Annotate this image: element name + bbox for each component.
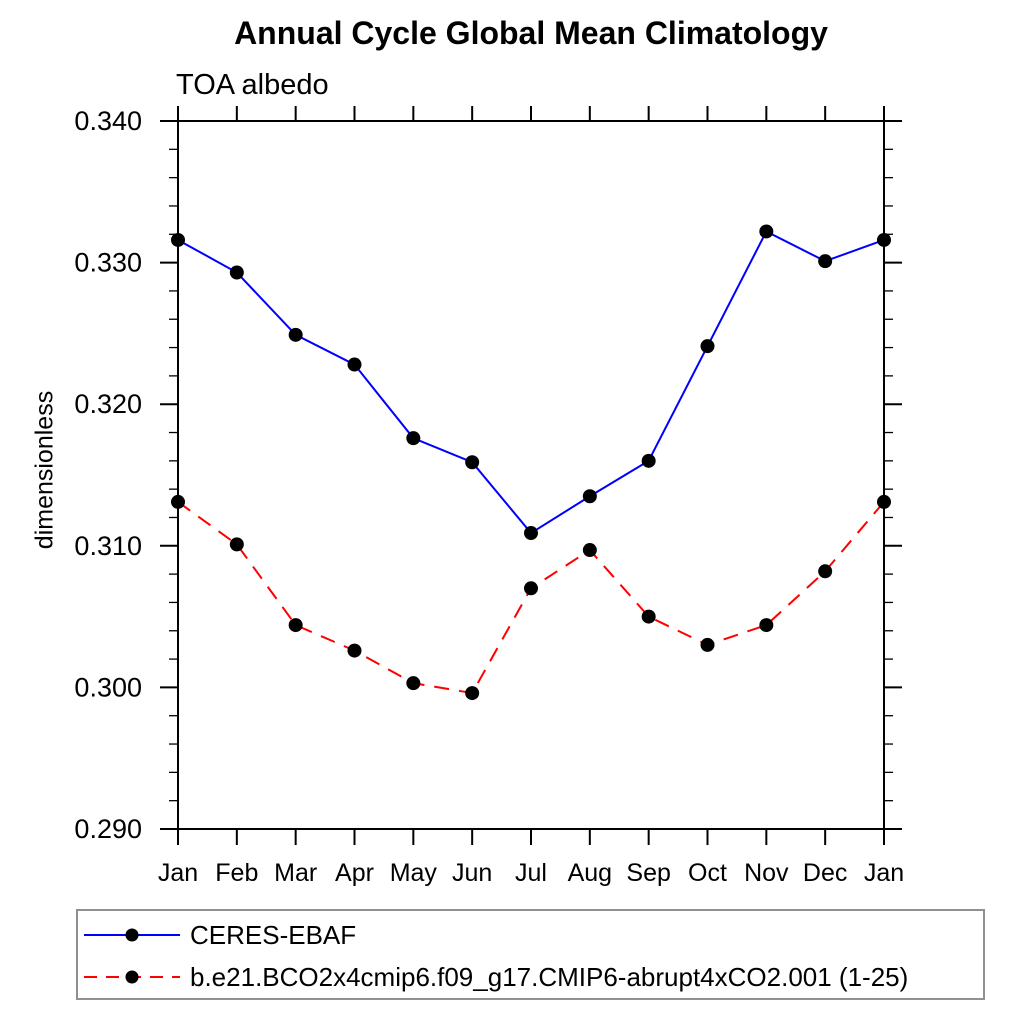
data-point-marker: [465, 686, 480, 701]
x-tick-label: Dec: [803, 859, 847, 887]
legend-marker-icon: [125, 970, 139, 984]
data-point-marker: [347, 357, 362, 372]
legend-box: CERES-EBAF b.e21.BCO2x4cmip6.f09_g17.CMI…: [76, 909, 985, 1000]
x-tick-label: Aug: [568, 859, 612, 887]
legend-marker-icon: [125, 928, 139, 942]
legend-label: CERES-EBAF: [190, 919, 357, 950]
x-tick-label: May: [390, 859, 438, 887]
data-point-marker: [465, 455, 480, 470]
series-line-0: [177, 230, 885, 535]
data-point-marker: [818, 564, 833, 579]
data-point-marker: [759, 224, 774, 239]
x-tick-label: Jan: [158, 859, 198, 887]
data-point-marker: [759, 618, 774, 633]
data-point-marker: [171, 232, 185, 247]
data-point-marker: [288, 618, 303, 633]
data-point-marker: [229, 537, 244, 552]
data-point-marker: [641, 609, 656, 624]
x-tick-label: Mar: [274, 859, 317, 887]
data-point-marker: [524, 581, 538, 596]
data-point-marker: [877, 494, 891, 509]
chart-title: Annual Cycle Global Mean Climatology: [234, 15, 828, 51]
data-point-marker: [700, 637, 715, 652]
x-tick-label: Jun: [452, 859, 492, 887]
y-tick-label: 0.310: [74, 531, 142, 561]
data-point-marker: [406, 431, 421, 446]
legend-line-sample-blue-solid: [84, 928, 180, 942]
y-tick-label: 0.290: [74, 814, 142, 844]
x-tick-label: Nov: [744, 859, 789, 887]
legend-item-ceres-ebaf: CERES-EBAF: [84, 920, 356, 950]
x-tick-label: Oct: [688, 859, 727, 887]
data-point-marker: [700, 339, 715, 354]
legend-line-sample-red-dashed: [84, 970, 180, 984]
y-tick-label: 0.300: [74, 672, 142, 702]
data-point-marker: [877, 232, 891, 247]
plot-border: [177, 120, 885, 830]
data-point-marker: [582, 543, 597, 558]
chart-subtitle: TOA albedo: [176, 69, 329, 101]
data-point-marker: [229, 265, 244, 280]
y-tick-label: 0.320: [74, 389, 142, 419]
x-tick-label: Feb: [215, 859, 258, 887]
data-point-marker: [406, 676, 421, 691]
data-point-marker: [524, 526, 538, 541]
x-tick-label: Jul: [515, 859, 547, 887]
data-point-marker: [288, 327, 303, 342]
data-point-marker: [641, 453, 656, 468]
data-point-marker: [347, 643, 362, 658]
x-tick-label: Sep: [626, 859, 670, 887]
x-tick-label: Apr: [335, 859, 374, 887]
legend-item-model-run: b.e21.BCO2x4cmip6.f09_g17.CMIP6-abrupt4x…: [84, 962, 908, 992]
x-tick-label: Jan: [864, 859, 904, 887]
data-point-marker: [818, 254, 833, 269]
y-tick-label: 0.340: [74, 106, 142, 136]
data-point-marker: [582, 489, 597, 504]
y-tick-label: 0.330: [74, 248, 142, 278]
data-point-marker: [171, 494, 185, 509]
legend-label: b.e21.BCO2x4cmip6.f09_g17.CMIP6-abrupt4x…: [190, 961, 909, 992]
